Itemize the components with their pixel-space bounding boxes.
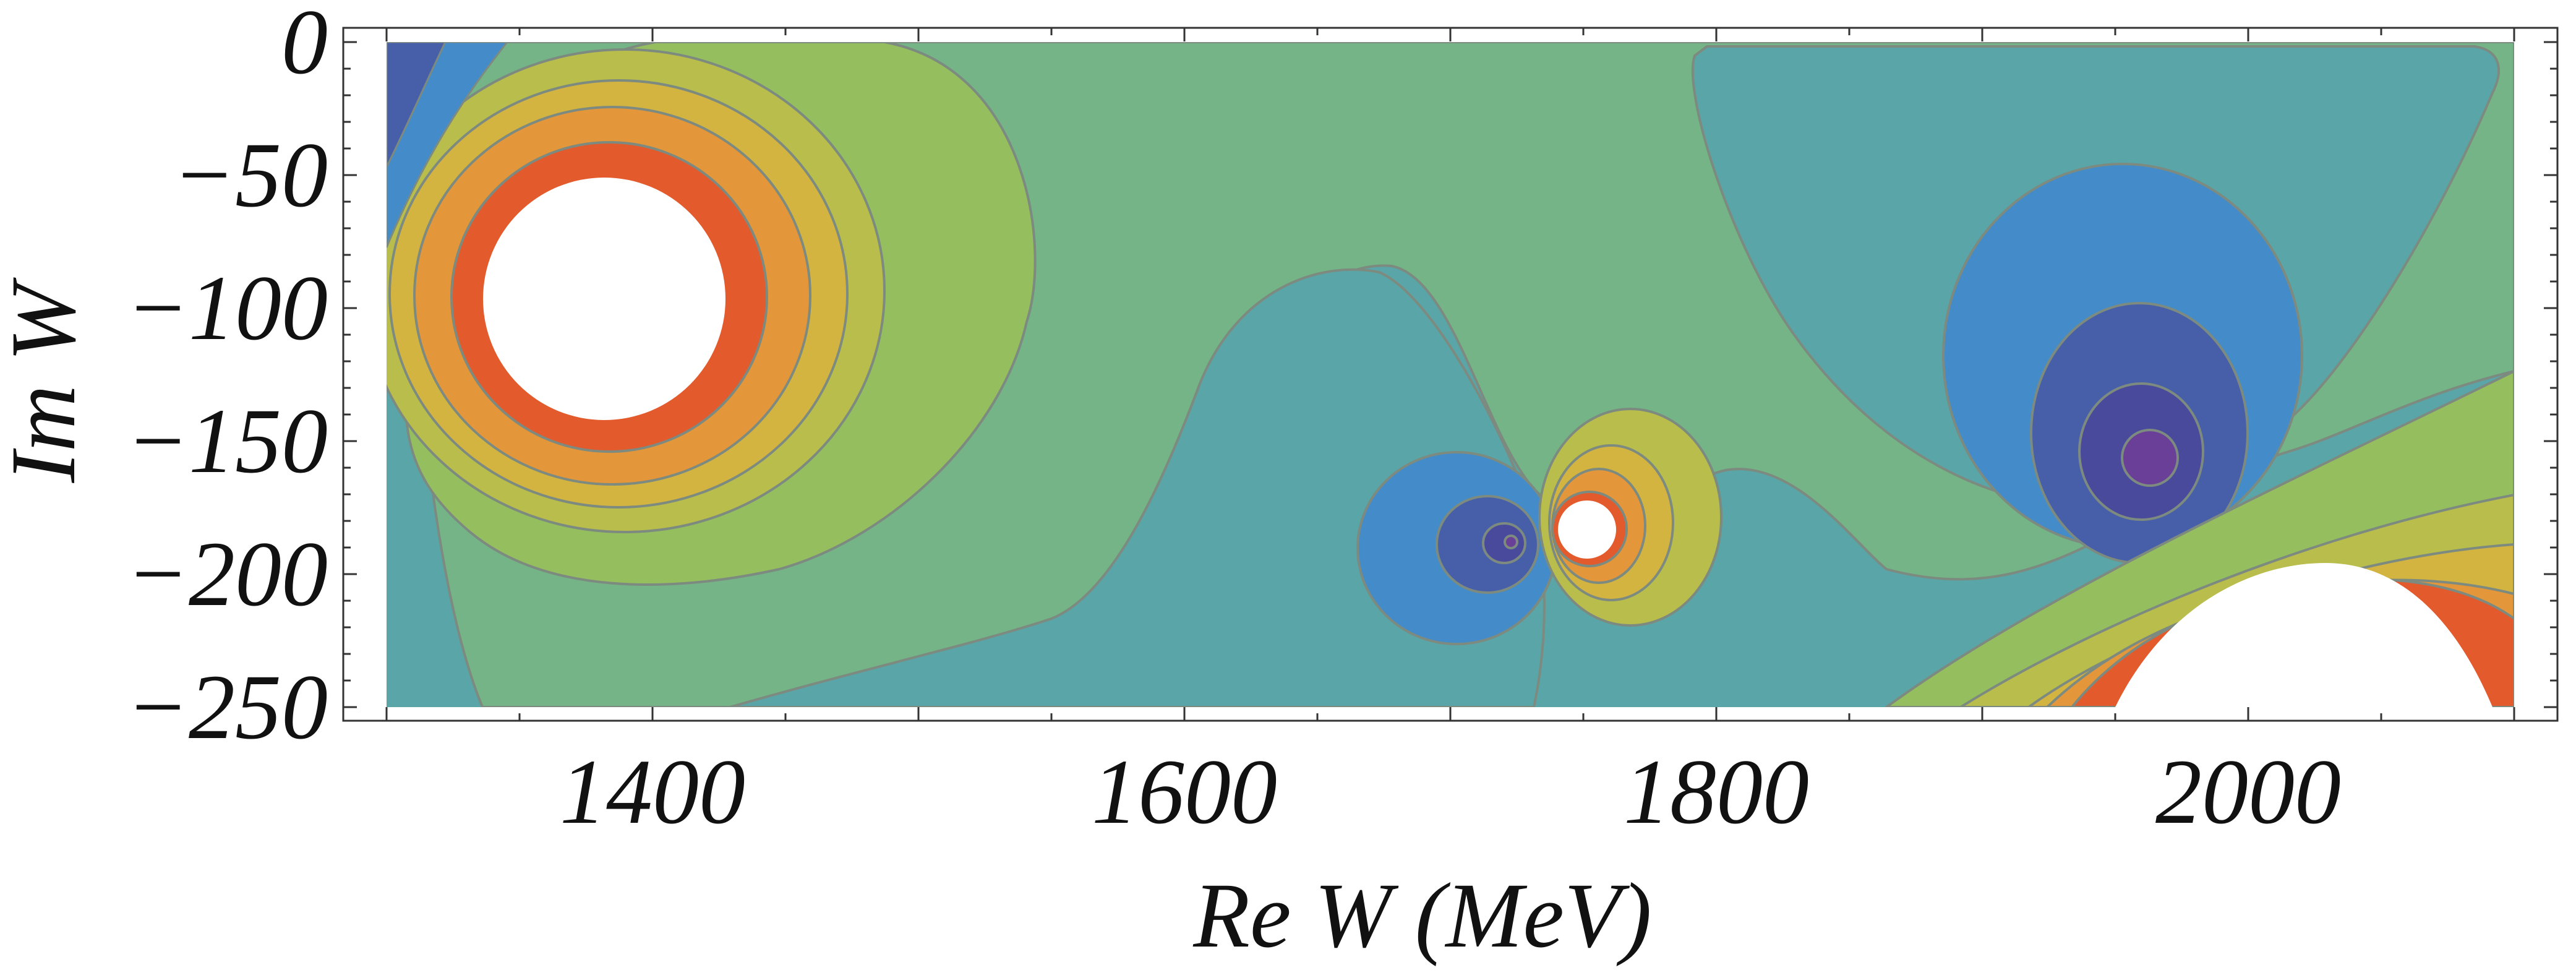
left-pole-rings	[387, 42, 1037, 586]
small-pole-rings	[1538, 408, 1722, 627]
y-tick-label: −250	[126, 656, 328, 758]
y-tick-label: −200	[126, 523, 328, 625]
x-tick-label: 1800	[1624, 741, 1809, 843]
y-axis-title: Im W	[0, 277, 95, 484]
x-axis-title: Re W (MeV)	[1192, 864, 1651, 967]
y-tick-label: 0	[281, 0, 328, 93]
y-tick-label: −50	[173, 124, 328, 226]
pole-lower-right-blank	[2115, 563, 2493, 707]
pole-small-blank	[1558, 500, 1616, 559]
plot-area	[387, 42, 2514, 707]
upper-left-blue-corner	[387, 42, 508, 248]
x-tick-label: 2000	[2155, 741, 2341, 843]
y-tick-label: −100	[126, 257, 328, 359]
y-tick-label: −150	[126, 390, 328, 492]
x-axis: 1400 1600 1800 2000	[385, 28, 2515, 843]
pole-left-blank	[483, 178, 725, 420]
x-tick-label: 1400	[560, 741, 745, 843]
middle-blue-well	[1356, 451, 1557, 645]
right-blue-well	[1942, 163, 2303, 564]
x-tick-label: 1600	[1092, 741, 1277, 843]
y-axis: 0 −50 −100 −150 −200 −250	[126, 0, 2557, 758]
lower-right-pole-fan	[1884, 369, 2514, 707]
